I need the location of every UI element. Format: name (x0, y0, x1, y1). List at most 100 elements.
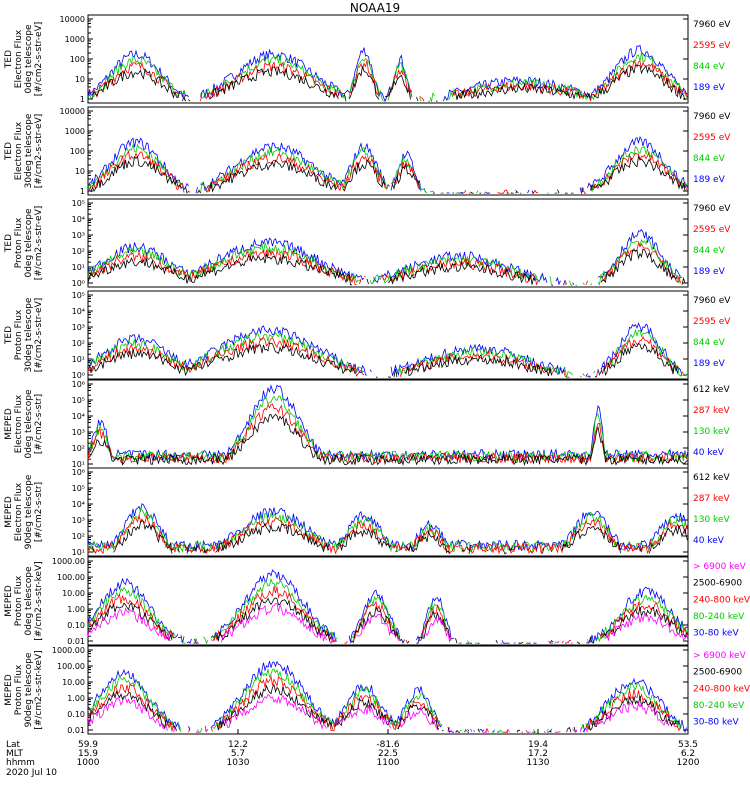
y-tick-label: 10¹ (72, 548, 85, 557)
y-tick-label: 10 (75, 167, 85, 176)
series-trace (87, 569, 689, 644)
series-trace (87, 322, 683, 378)
legend-entry: 7960 eV (693, 204, 731, 214)
y-axis-label: MEPEDElectron Flux90deg telescope[#/cm2-… (4, 474, 44, 549)
y-axis-label: MEPEDProton Flux90deg telescope[#/cm2-s-… (4, 650, 44, 729)
y-tick-label: 10² (72, 247, 85, 256)
y-tick-label: 100.00 (57, 573, 85, 582)
y-axis-label: TEDElectron Flux0deg telescope[#/cm2-s-s… (4, 22, 44, 97)
series-trace (88, 337, 687, 377)
y-tick-label: 10.00 (62, 589, 85, 598)
y-tick-label: 10⁴ (72, 412, 85, 421)
series-trace (87, 51, 689, 103)
y-tick-label: 10² (72, 339, 85, 348)
x-axis-group: Lat 59.9 12.2 -81.6 19.4 53.5 MLT 15.9 5.7 22.5 17… (6, 729, 700, 778)
y-tick-label: 10⁵ (72, 396, 85, 405)
series-trace (92, 520, 689, 555)
series-trace (87, 660, 687, 734)
x-tick-label: 1000 (77, 758, 100, 768)
x-tick-label: 1200 (677, 758, 700, 768)
panel-2: 10000 1000 100 10 1 TEDElectron Flux30deg tel… (4, 106, 731, 196)
y-tick-label: 10 (75, 75, 85, 84)
y-tick-label: 10000 (60, 107, 85, 116)
panel-frame (87, 467, 689, 557)
series-trace (87, 328, 689, 378)
legend-entry: 130 keV (693, 515, 730, 525)
y-tick-label: 100 (70, 147, 85, 156)
x-tick-label: -81.6 (376, 740, 400, 750)
legend-entry: 287 keV (693, 406, 730, 416)
y-tick-label: 10³ (72, 428, 85, 437)
x-tick-label: 53.5 (678, 740, 698, 750)
legend-entry: 612 keV (693, 385, 730, 395)
series-trace (87, 413, 689, 467)
y-tick-label: 10⁴ (72, 307, 85, 316)
y-tick-label: 10¹ (72, 263, 85, 272)
y-tick-label: 10¹ (72, 355, 85, 364)
y-tick-label: 10⁵ (72, 484, 85, 493)
y-tick-label: 1.00 (67, 605, 85, 614)
y-tick-label: 100.00 (57, 662, 85, 671)
legend-entry: 189 eV (693, 83, 726, 93)
y-tick-label: 10⁶ (72, 380, 85, 389)
legend-entry: 30-80 keV (693, 718, 739, 728)
y-tick-label: 100 (70, 55, 85, 64)
y-tick-label: 0.10 (67, 621, 85, 630)
series-trace (89, 150, 687, 194)
legend-entry: 80-240 keV (693, 701, 745, 711)
x-tick-label: 15.9 (78, 749, 98, 759)
legend-entry: 189 eV (693, 175, 726, 185)
series-trace (87, 44, 689, 103)
panel-8: 1000.00 100.00 10.00 1.00 0.10 0.01 MEPEDProto… (4, 645, 750, 735)
date-label: 2020 Jul 10 (6, 768, 57, 778)
panel-frame (87, 198, 689, 288)
series-trace (87, 229, 683, 286)
y-tick-label: 10⁵ (72, 291, 85, 300)
legend-entry: 30-80 keV (693, 629, 739, 639)
y-tick-label: 1.00 (67, 694, 85, 703)
y-tick-label: 1000 (65, 127, 85, 136)
x-tick-label: 1100 (377, 758, 400, 768)
y-tick-label: 1000.00 (52, 557, 85, 566)
legend-entry: 612 keV (693, 473, 730, 483)
y-tick-label: 10³ (72, 323, 85, 332)
y-tick-label: 10³ (72, 231, 85, 240)
y-tick-label: 10⁶ (72, 468, 85, 477)
y-tick-label: 1 (80, 187, 85, 196)
y-tick-label: 10⁴ (72, 215, 85, 224)
y-tick-label: 10000 (60, 15, 85, 24)
panel-4: 10⁵ 10⁴ 10³ 10² 10¹ 10⁰ TEDProton Flux30deg te… (4, 290, 731, 380)
y-axis-label: MEPEDProton Flux0deg telescope[#/cm2-s-s… (4, 561, 44, 640)
y-axis-label: TEDProton Flux0deg telescope[#/cm2-s-str… (4, 206, 44, 281)
legend-entry: 2595 eV (693, 41, 731, 51)
series-trace (87, 395, 689, 464)
legend-entry: 130 keV (693, 427, 730, 437)
legend-entry: 7960 eV (693, 296, 731, 306)
y-tick-label: 1000 (65, 35, 85, 44)
legend-entry: 80-240 keV (693, 612, 745, 622)
y-tick-label: 10⁴ (72, 500, 85, 509)
legend-entry: 189 eV (693, 359, 726, 369)
panels-group: 10000 1000 100 10 1 TEDElectron Flux0deg tele… (4, 14, 750, 735)
y-tick-label: 1 (80, 95, 85, 104)
series-trace (87, 403, 689, 464)
legend-entry: > 6900 keV (693, 562, 747, 572)
y-tick-label: 10² (72, 532, 85, 541)
legend-entry: 2500-6900 (693, 668, 742, 678)
legend-entry: 2595 eV (693, 225, 731, 235)
legend-entry: 2500-6900 (693, 579, 742, 589)
x-tick-label: 1130 (527, 758, 550, 768)
panel-6: 10⁶ 10⁵ 10⁴ 10³ 10² 10¹ MEPEDElectron Flux90de… (4, 467, 730, 557)
series-trace (87, 603, 689, 645)
legend-entry: 287 keV (693, 494, 730, 504)
legend-entry: 40 keV (693, 448, 725, 458)
legend-entry: 7960 eV (693, 112, 731, 122)
series-trace (88, 243, 687, 285)
x-tick-label: 1030 (227, 758, 250, 768)
x-tick-label: 17.2 (528, 749, 548, 759)
panel-1: 10000 1000 100 10 1 TEDElectron Flux0deg tele… (4, 14, 731, 104)
legend-entry: 240-800 keV (693, 595, 750, 605)
y-tick-label: 0.10 (67, 710, 85, 719)
series-trace (88, 694, 688, 732)
y-axis-label: TEDElectron Flux30deg telescope[#/cm2-s-… (4, 113, 44, 188)
